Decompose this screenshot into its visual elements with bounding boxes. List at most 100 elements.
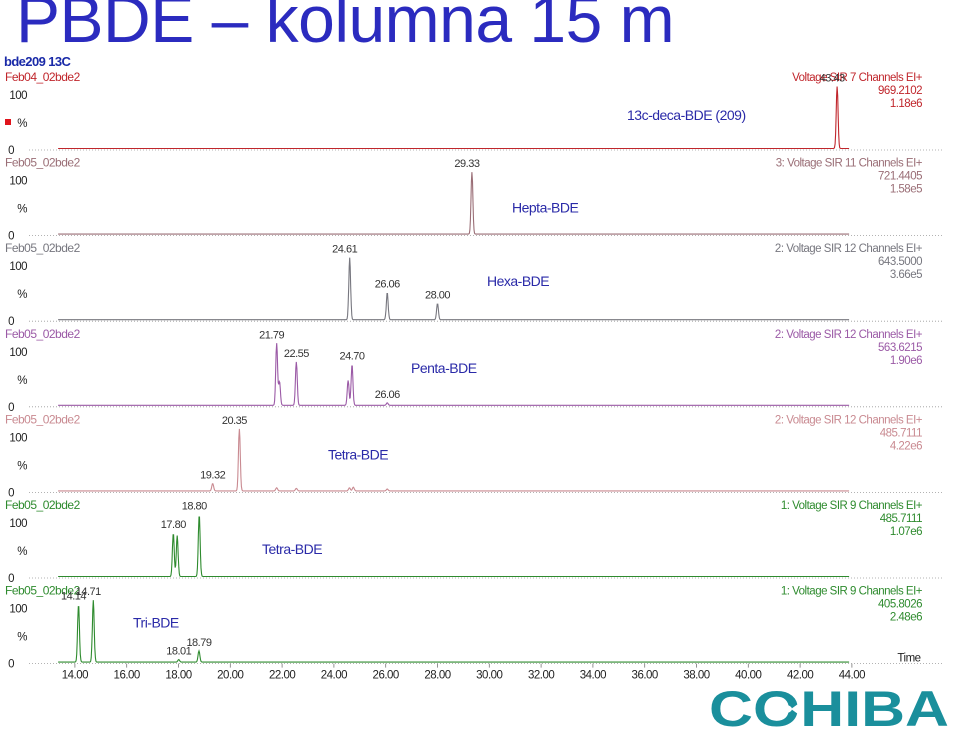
panel-header-text: 3.66e5 [890,269,922,281]
peak-label: 22.55 [284,348,309,360]
x-tick-label: 16.00 [114,670,140,682]
y-tick-label: 0 [8,659,14,671]
x-tick-label: 14.00 [62,670,88,682]
panel-header-text: 969.2102 [878,85,922,97]
y-tick-label: 100 [9,432,27,444]
peak-label: 19.32 [200,469,225,481]
compound-label: Tri-BDE [133,615,179,631]
x-tick-label: 44.00 [839,670,865,682]
page-title: PBDE – kolumna 15 m [16,0,675,56]
y-tick-label: 100 [9,90,27,102]
y-tick-label: 100 [9,518,27,530]
compound-label: Hexa-BDE [487,273,549,289]
peak-label: 43.43 [820,73,845,85]
panel-file-label: Feb05_02bde2 [5,498,81,512]
peak-label: 18.79 [186,637,211,649]
x-tick-label: 24.00 [321,670,347,682]
trace-line [58,600,850,663]
trace-title: bde209 13C [4,54,71,69]
x-tick-label: 40.00 [735,670,761,682]
cohiba-logo-text: COHIBA [709,683,949,735]
legend-marker [5,119,11,125]
y-tick-label: 0 [8,316,14,328]
peak-label: 18.01 [166,646,191,658]
y-tick-label: 100 [9,261,27,273]
peak-label: 18.80 [182,501,207,513]
x-tick-label: 18.00 [165,670,191,682]
y-unit-label: % [17,289,27,301]
panel-header-text: 721.4405 [878,171,922,183]
panel-header-text: 3: Voltage SIR 11 Channels EI+ [776,158,923,170]
panel-header-text: 1.18e6 [890,98,922,110]
panel-header-text: 2: Voltage SIR 12 Channels EI+ [775,243,923,255]
y-unit-label: % [17,204,27,216]
trace-line [58,428,850,492]
y-tick-label: 0 [8,573,14,585]
y-unit-label: % [17,632,27,644]
trace-line [58,516,850,578]
x-tick-label: 30.00 [476,670,502,682]
y-tick-label: 0 [8,487,14,499]
panel-header-text: 1.07e6 [890,526,922,538]
y-tick-label: 0 [8,145,14,157]
compound-label: 13c-deca-BDE (209) [627,107,746,123]
peak-label: 26.06 [375,278,400,290]
x-tick-label: 34.00 [580,670,606,682]
x-tick-label: 22.00 [269,670,295,682]
compound-label: Penta-BDE [411,360,477,376]
trace-line [58,257,850,321]
panel-header-text: 4.22e6 [890,440,922,452]
panel-header-text: 1: Voltage SIR 9 Channels EI+ [781,586,923,598]
panel-file-label: Feb05_02bde2 [5,327,81,341]
peak-label: 14.71 [76,586,101,598]
panel-header-text: 405.8026 [878,599,922,611]
y-tick-label: 100 [9,604,27,616]
x-tick-label: 36.00 [632,670,658,682]
peak-label: 21.79 [259,329,284,341]
cohiba-logo: COHIBA [709,683,949,735]
x-tick-label: 42.00 [787,670,813,682]
panel-header-text: 2.48e6 [890,612,922,624]
panel-file-label: Feb05_02bde2 [5,156,81,170]
y-unit-label: % [17,546,27,558]
trace-line [58,86,850,150]
x-tick-label: 20.00 [217,670,243,682]
peak-label: 17.80 [161,519,186,531]
fish-icon [770,704,798,714]
panel-file-label: Feb04_02bde2 [5,70,81,84]
panel-header-text: 1.90e6 [890,355,922,367]
compound-label: Tetra-BDE [262,541,322,557]
x-axis-title: Time [897,653,920,665]
peak-label: 24.70 [340,350,365,362]
x-tick-label: 32.00 [528,670,554,682]
y-tick-label: 0 [8,402,14,414]
panel-header-text: 1: Voltage SIR 9 Channels EI+ [781,500,923,512]
x-tick-label: 38.00 [683,670,709,682]
panel-header-text: 485.7111 [880,513,922,525]
y-tick-label: 100 [9,176,27,188]
panel-file-label: Feb05_02bde2 [5,584,81,598]
peak-label: 20.35 [222,415,247,427]
y-unit-label: % [17,375,27,387]
x-tick-label: 28.00 [424,670,450,682]
trace-line [58,172,850,235]
panel-header-text: 1.58e5 [890,184,922,196]
peak-label: 14.14 [61,590,86,602]
panel-header-text: Voltage SIR 7 Channels EI+ [792,72,923,84]
panel-file-label: Feb05_02bde2 [5,241,81,255]
compound-label: Hepta-BDE [512,200,578,216]
peak-label: 24.61 [332,244,357,256]
y-tick-label: 0 [8,231,14,243]
panel-header-text: 485.7111 [880,427,922,439]
panel-header-text: 563.6215 [878,342,922,354]
peak-label: 26.06 [375,389,400,401]
panel-file-label: Feb05_02bde2 [5,412,81,426]
panel-header-text: 643.5000 [878,256,922,268]
panel-header-text: 2: Voltage SIR 12 Channels EI+ [775,414,923,426]
x-tick-label: 26.00 [373,670,399,682]
y-unit-label: % [17,118,27,130]
y-unit-label: % [17,460,27,472]
trace-line [58,343,850,406]
peak-label: 29.33 [454,158,479,170]
